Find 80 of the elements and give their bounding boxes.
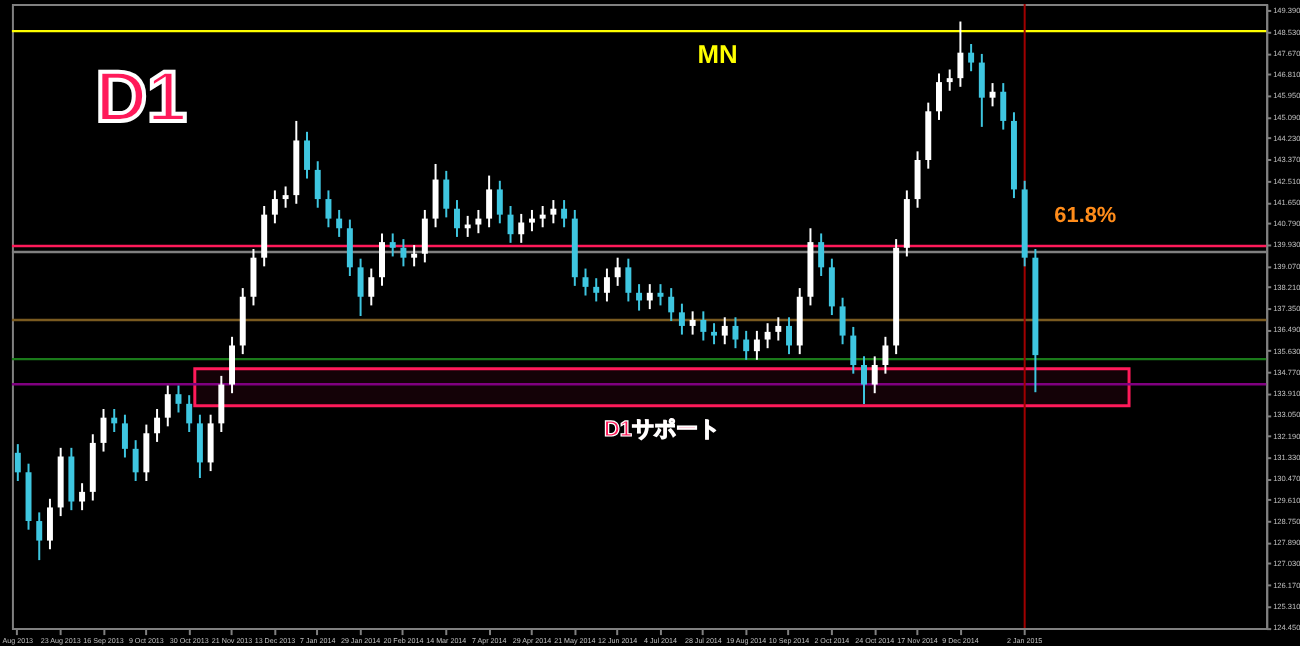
candlestick xyxy=(946,68,953,92)
candlestick xyxy=(400,238,407,268)
candlestick xyxy=(454,199,460,238)
candlestick xyxy=(186,394,193,434)
candlestick xyxy=(818,232,825,277)
candlestick xyxy=(743,329,750,361)
candlestick xyxy=(700,310,707,342)
candlestick xyxy=(678,302,685,336)
candlestick xyxy=(978,52,985,128)
candlestick xyxy=(121,413,128,459)
candlestick xyxy=(753,329,760,361)
candlestick xyxy=(539,205,546,229)
candlestick xyxy=(732,316,739,350)
candlestick xyxy=(989,82,996,108)
candlestick xyxy=(636,283,643,312)
candlestick xyxy=(46,497,53,551)
candlestick xyxy=(625,257,632,303)
candlestick xyxy=(764,322,771,350)
candlestick xyxy=(411,244,418,268)
candlestick xyxy=(882,335,889,375)
candlestick xyxy=(775,316,782,342)
candlestick xyxy=(871,355,878,395)
candlestick xyxy=(475,208,482,235)
candlestick xyxy=(346,218,353,277)
candlestick xyxy=(271,189,278,225)
candlestick xyxy=(196,413,203,480)
candlestick xyxy=(421,208,428,264)
candlestick xyxy=(668,287,675,322)
candlestick xyxy=(957,20,964,88)
candlestick xyxy=(711,322,718,346)
candlestick xyxy=(389,232,396,258)
candlestick xyxy=(304,130,310,180)
candlestick xyxy=(839,296,846,346)
candlestick xyxy=(593,277,600,303)
candlestick xyxy=(443,169,450,219)
candlestick xyxy=(154,408,161,443)
candlestick xyxy=(432,162,439,229)
candlestick xyxy=(614,256,621,287)
candlestick xyxy=(229,335,236,395)
candlestick xyxy=(828,257,835,317)
candlestick xyxy=(68,446,75,512)
candlestick xyxy=(936,72,942,121)
candlestick xyxy=(143,423,150,482)
candlestick xyxy=(968,43,975,73)
candlestick xyxy=(486,174,493,229)
candlestick xyxy=(336,208,343,238)
candlestick xyxy=(314,160,321,209)
candlestick xyxy=(646,283,653,311)
candlestick xyxy=(357,257,364,318)
candlestick xyxy=(79,482,86,512)
ref-line-label: MN xyxy=(697,38,738,69)
candlestick xyxy=(261,205,268,268)
candlestick xyxy=(603,267,610,303)
candlestick xyxy=(786,316,793,356)
candlestick xyxy=(561,199,568,229)
candlestick xyxy=(550,199,557,225)
candlestick xyxy=(850,325,857,375)
candlestick xyxy=(282,185,289,209)
candlestick xyxy=(528,208,535,233)
candlestick xyxy=(518,212,525,244)
candlestick xyxy=(325,189,332,229)
candlestick xyxy=(14,443,21,482)
candlestick xyxy=(368,267,375,307)
annotation: 61.8% xyxy=(1054,204,1117,229)
candlestick xyxy=(914,150,921,209)
band-label: D1サポート xyxy=(603,417,720,442)
candlestick xyxy=(861,355,867,406)
candlestick xyxy=(164,384,171,428)
candlestick xyxy=(507,205,514,244)
candlestick xyxy=(218,374,225,434)
candlestick xyxy=(379,232,385,287)
candlestick xyxy=(250,248,257,307)
candlestick xyxy=(207,413,214,473)
candlestick xyxy=(721,316,728,346)
candlestick xyxy=(1000,82,1007,131)
candlestick xyxy=(132,439,139,482)
candlestick xyxy=(36,511,43,562)
candlestick xyxy=(689,310,696,336)
annotation: D1 xyxy=(95,57,187,138)
candlestick xyxy=(496,179,503,225)
